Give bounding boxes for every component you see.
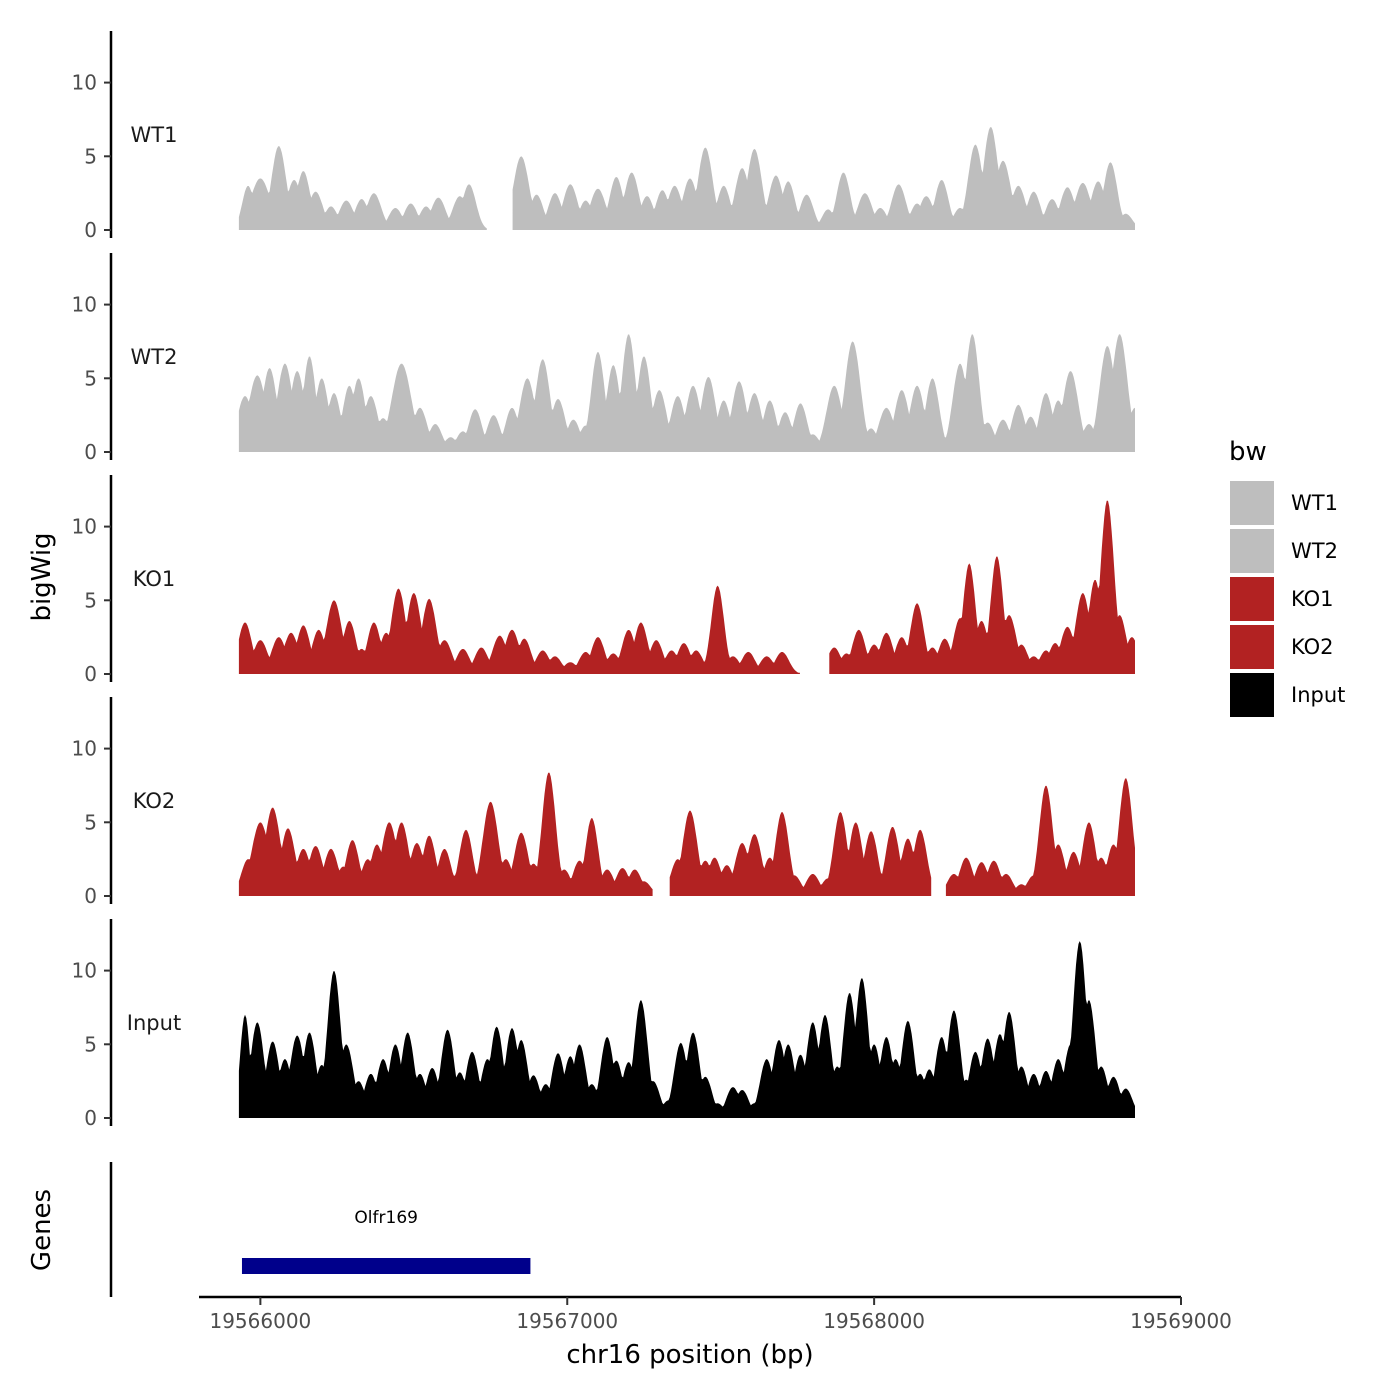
legend-label: WT1: [1291, 491, 1338, 515]
genes-panel: Genes Olfr169: [27, 1162, 531, 1297]
legend-title: bw: [1229, 437, 1267, 467]
legend-swatch: [1228, 671, 1276, 719]
legend-swatch: [1228, 623, 1276, 671]
signal-area-wt1: [512, 127, 1135, 230]
y-tick-label: 10: [72, 71, 97, 95]
track-label: KO1: [133, 567, 176, 591]
x-axis: chr16 position (bp) 19566000 19567000 1956…: [199, 1295, 1232, 1370]
legend-label: WT2: [1291, 539, 1338, 563]
signal-area-wt2: [238, 334, 1135, 452]
y-tick-label: 5: [84, 588, 97, 612]
signal-area-ko2: [669, 810, 932, 896]
signal-area-ko2: [945, 778, 1135, 896]
y-tick-label: 0: [84, 1106, 97, 1130]
x-tick-label: 19569000: [1130, 1309, 1232, 1333]
signal-area-ko1: [238, 585, 800, 674]
y-tick-label: 10: [72, 959, 97, 983]
x-tick-label: 19568000: [823, 1309, 925, 1333]
y-tick-label: 5: [84, 810, 97, 834]
legend-swatch: [1228, 575, 1276, 623]
y-tick-label: 0: [84, 440, 97, 464]
y-tick-label: 5: [84, 1032, 97, 1056]
y-tick-label: 10: [72, 515, 97, 539]
signal-area-wt1: [238, 146, 487, 230]
track-wt2: 0 5 10 WT2: [72, 253, 1135, 464]
legend-swatch: [1228, 527, 1276, 575]
track-label: KO2: [133, 789, 176, 813]
signal-area-ko1: [829, 500, 1135, 674]
y-tick-label: 10: [72, 293, 97, 317]
y-tick-label: 5: [84, 144, 97, 168]
y-tick-label: 0: [84, 884, 97, 908]
track-wt1: 0 5 10 WT1: [72, 31, 1135, 242]
legend-label: KO2: [1291, 635, 1334, 659]
x-axis-title: chr16 position (bp): [566, 1340, 813, 1370]
track-input: 0 5 10 Input: [72, 919, 1135, 1130]
x-tick-label: 19567000: [516, 1309, 618, 1333]
y-tick-label: 10: [72, 737, 97, 761]
y-axis-title: bigWig: [27, 532, 57, 621]
y-tick-label: 0: [84, 662, 97, 686]
y-tick-label: 5: [84, 366, 97, 390]
gene-label: Olfr169: [354, 1208, 418, 1228]
genes-axis-title: Genes: [27, 1189, 57, 1271]
track-label: Input: [127, 1011, 181, 1035]
legend-label: KO1: [1291, 587, 1334, 611]
gene-bar: [241, 1258, 531, 1274]
legend: bw WT1 WT2 KO1 KO2 Input: [1228, 437, 1345, 719]
track-ko2: 0 5 10 KO2: [72, 697, 1135, 908]
legend-swatch: [1228, 479, 1276, 527]
signal-area-input: [238, 941, 1135, 1118]
legend-label: Input: [1291, 683, 1345, 707]
y-tick-label: 0: [84, 218, 97, 242]
track-label: WT2: [131, 345, 178, 369]
signal-area-ko2: [238, 772, 653, 896]
track-ko1: 0 5 10 KO1: [72, 475, 1135, 686]
track-label: WT1: [131, 123, 178, 147]
x-tick-label: 19566000: [209, 1309, 311, 1333]
tracks-panel: 0 5 10 WT1 0 5 10 WT2 0 5 10 KO1 0 5 10 KO2 0 5 10 Input: [72, 31, 1135, 1130]
